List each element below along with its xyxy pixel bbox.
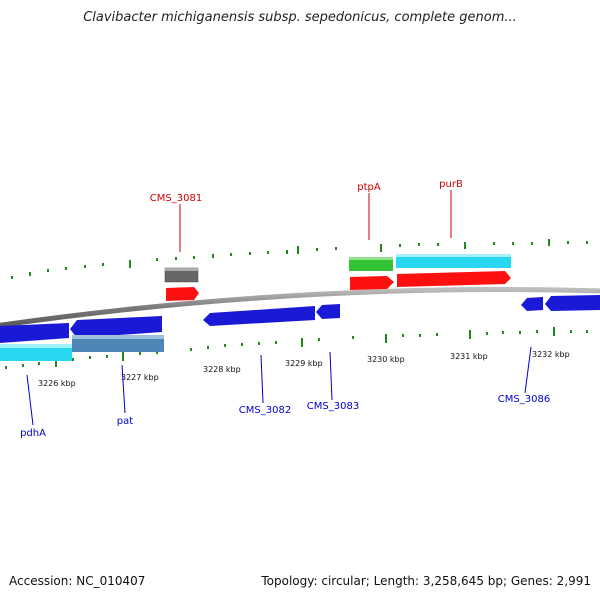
gene-label-cms3086[interactable]: CMS_3086 — [498, 394, 550, 405]
feature-steel-pat[interactable] — [72, 335, 164, 352]
axis-label-3232: 3232 kbp — [532, 350, 570, 359]
feature-red-purB-arrow[interactable] — [397, 271, 511, 287]
axis-label-3228: 3228 kbp — [203, 365, 241, 374]
accession-label: Accession: NC_010407 — [9, 574, 146, 588]
leader-pat — [121, 364, 126, 414]
feature-blue-left[interactable] — [0, 323, 69, 343]
feature-cyan-pdhA[interactable] — [0, 344, 72, 361]
leader-cms3082 — [260, 354, 264, 404]
gene-label-pat[interactable]: pat — [117, 416, 133, 427]
leader-cms3086 — [524, 346, 532, 394]
inner-tick-row — [5, 327, 588, 369]
feature-green-ptpA[interactable] — [349, 257, 393, 271]
feature-blue-pat-region[interactable] — [70, 316, 162, 338]
gene-label-ptpA[interactable]: ptpA — [357, 182, 381, 193]
leader-cms3083 — [329, 351, 333, 401]
axis-label-3227: 3227 kbp — [121, 373, 159, 382]
gene-label-cms3082[interactable]: CMS_3082 — [239, 405, 291, 416]
feature-red-ptpA-arrow[interactable] — [350, 276, 394, 290]
features-red — [166, 271, 511, 301]
features-outer — [164, 254, 511, 283]
feature-blue-cms3086-b[interactable] — [545, 295, 600, 311]
gene-label-cms3081[interactable]: CMS_3081 — [150, 193, 202, 204]
gene-label-purB[interactable]: purB — [439, 179, 463, 190]
genome-summary-label: Topology: circular; Length: 3,258,645 bp… — [261, 574, 591, 588]
features-blue — [0, 295, 600, 343]
feature-blue-cms3082[interactable] — [203, 306, 315, 326]
feature-red-cms3081-arrow[interactable] — [166, 287, 199, 301]
axis-label-3226: 3226 kbp — [38, 379, 76, 388]
outer-tick-row — [11, 239, 588, 279]
map-title: Clavibacter michiganensis subsp. sepedon… — [83, 10, 517, 25]
feature-blue-cms3086-a[interactable] — [521, 297, 543, 311]
genome-backbone — [0, 286, 600, 328]
axis-label-3231: 3231 kbp — [450, 352, 488, 361]
axis-label-3229: 3229 kbp — [285, 359, 323, 368]
feature-blue-cms3083[interactable] — [316, 304, 340, 319]
feature-cyan-purB[interactable] — [396, 254, 511, 268]
leader-pdhA — [26, 374, 34, 426]
features-bottom — [0, 335, 164, 361]
gene-label-pdhA[interactable]: pdhA — [20, 428, 46, 439]
axis-label-3230: 3230 kbp — [367, 355, 405, 364]
gene-label-cms3083[interactable]: CMS_3083 — [307, 401, 359, 412]
